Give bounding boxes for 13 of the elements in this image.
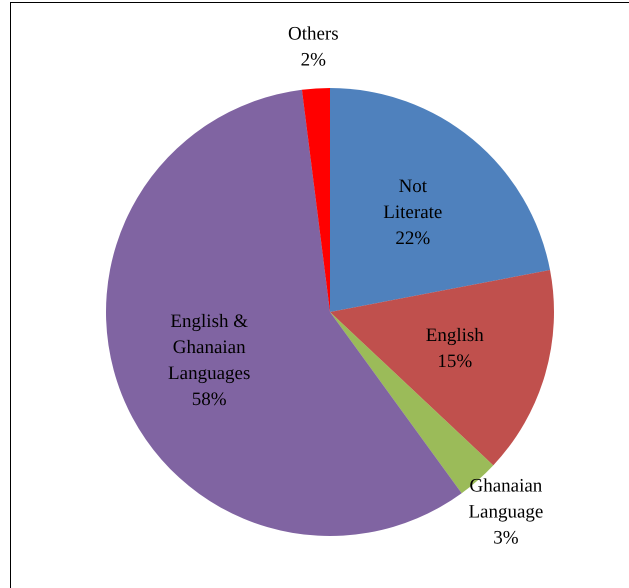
- data-label: 15%: [437, 350, 472, 372]
- pie-slice: [330, 270, 554, 466]
- slice-label: English: [426, 324, 484, 346]
- pie-slice: [302, 88, 330, 312]
- slice-label: Ghanaian Language: [468, 475, 544, 522]
- pie-slice: [330, 88, 550, 312]
- data-label: 3%: [493, 527, 519, 548]
- data-label: 22%: [395, 227, 430, 248]
- data-label: 2%: [300, 49, 326, 70]
- slice-label: Not Literate: [383, 175, 442, 222]
- slice-label: Others: [288, 23, 339, 44]
- data-label: 58%: [192, 388, 227, 410]
- slice-label: English & Ghanaian Languages: [168, 310, 250, 384]
